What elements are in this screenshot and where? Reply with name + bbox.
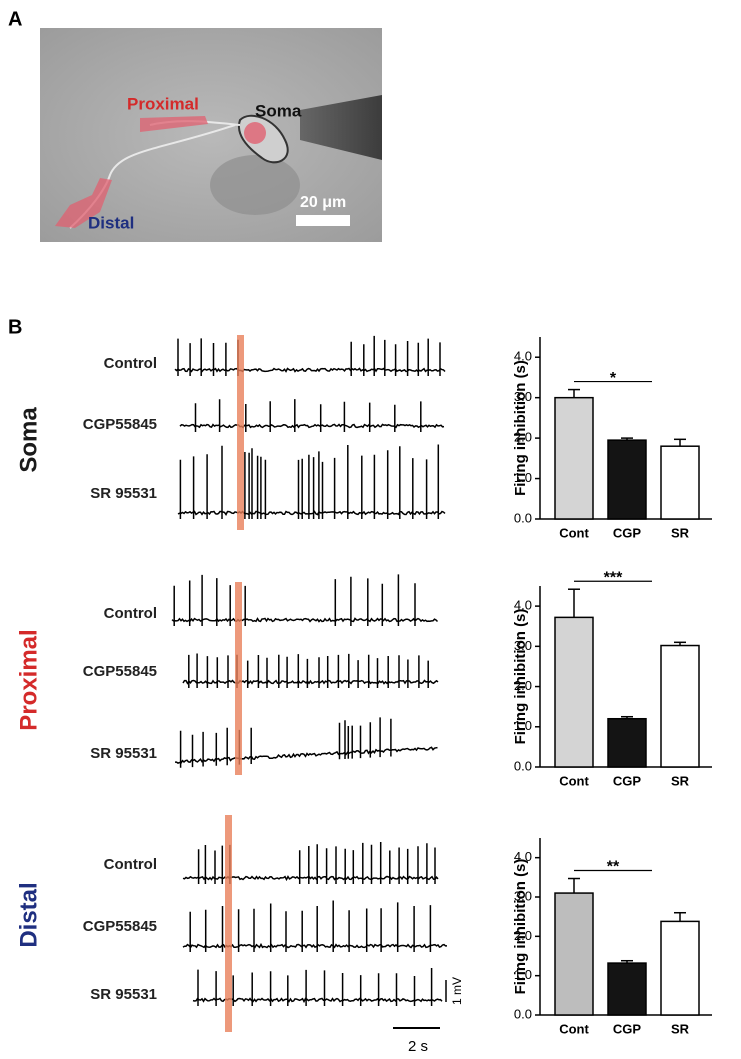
row-title: Proximal [15, 629, 42, 730]
trace-label: SR 95531 [90, 745, 157, 762]
y-tick-label: 4.0 [514, 349, 532, 364]
image-label: Soma [255, 101, 302, 120]
bar [660, 445, 700, 520]
trace-label: Control [104, 605, 157, 622]
y-tick-label: 1.0 [514, 470, 532, 485]
bar [554, 396, 594, 520]
trace-label: SR 95531 [90, 485, 157, 502]
y-tick-label: 4.0 [514, 849, 532, 864]
trace-label: SR 95531 [90, 986, 157, 1003]
stimulus [235, 582, 242, 775]
stimulus [225, 815, 232, 1032]
y-tick-label: 3.0 [514, 888, 532, 903]
bar [607, 439, 647, 520]
scale-label: 1 mV [450, 977, 464, 1005]
row-title: Soma [15, 407, 42, 473]
y-tick-label: 4.0 [514, 598, 532, 613]
x-tick-label: SR [671, 773, 690, 788]
y-axis-label: Firing inhibition (s) [512, 859, 529, 995]
trace [179, 399, 445, 432]
micrograph: Proximal Soma Distal 20 μm [40, 28, 382, 242]
y-tick-label: 3.0 [514, 638, 532, 653]
trace [182, 900, 447, 952]
bar [607, 717, 647, 768]
bar [554, 892, 594, 1016]
trace-label: Control [104, 355, 157, 372]
trace [182, 842, 439, 884]
trace [177, 444, 446, 519]
x-tick-label: Cont [559, 525, 589, 540]
y-tick-label: 0.0 [514, 758, 532, 773]
trace [182, 653, 439, 688]
image-label: Proximal [127, 94, 199, 113]
image-label: Distal [88, 213, 134, 232]
trace [175, 717, 438, 768]
x-tick-label: CGP [613, 773, 642, 788]
trace [174, 335, 446, 376]
bar [660, 920, 700, 1016]
significance: ** [607, 859, 620, 876]
trace [192, 968, 443, 1006]
y-tick-label: 1.0 [514, 718, 532, 733]
scale-label: 20 μm [300, 194, 346, 211]
y-tick-label: 3.0 [514, 389, 532, 404]
x-tick-label: SR [671, 1021, 690, 1036]
y-axis-label: Firing inhibition (s) [512, 360, 529, 496]
bar [660, 644, 700, 768]
stimulus [237, 335, 244, 530]
x-tick-label: SR [671, 525, 690, 540]
y-tick-label: 2.0 [514, 928, 532, 943]
bar [607, 962, 647, 1016]
row-title: Distal [15, 882, 42, 947]
y-tick-label: 2.0 [514, 678, 532, 693]
significance: *** [604, 569, 623, 586]
y-tick-label: 2.0 [514, 430, 532, 445]
trace-label: CGP55845 [83, 663, 157, 680]
panel-label: A [8, 8, 22, 30]
panel-label: B [8, 316, 22, 338]
y-tick-label: 0.0 [514, 510, 532, 525]
x-tick-label: Cont [559, 773, 589, 788]
x-tick-label: CGP [613, 1021, 642, 1036]
significance: * [610, 370, 617, 387]
trace-label: CGP55845 [83, 918, 157, 935]
bar [554, 616, 594, 768]
x-tick-label: CGP [613, 525, 642, 540]
y-tick-label: 1.0 [514, 967, 532, 982]
scale-label: 2 s [408, 1038, 428, 1055]
y-tick-label: 0.0 [514, 1006, 532, 1021]
y-axis-label: Firing inhibition (s) [512, 609, 529, 745]
trace [171, 574, 439, 626]
trace-label: CGP55845 [83, 416, 157, 433]
trace-label: Control [104, 856, 157, 873]
x-tick-label: Cont [559, 1021, 589, 1036]
